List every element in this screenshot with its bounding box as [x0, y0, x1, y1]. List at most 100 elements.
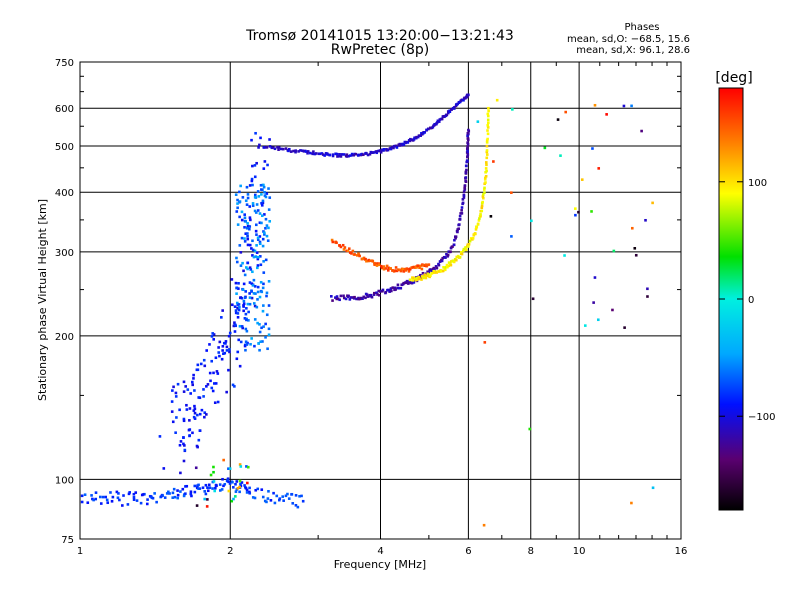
- data-point: [412, 138, 416, 141]
- data-point: [258, 242, 262, 246]
- data-point: [338, 298, 341, 302]
- data-point: [265, 224, 269, 227]
- data-point: [262, 183, 265, 187]
- data-point: [427, 273, 430, 276]
- data-point: [222, 352, 225, 356]
- data-point: [483, 176, 487, 180]
- data-point: [225, 390, 228, 394]
- data-point: [223, 482, 227, 486]
- data-point: [234, 490, 238, 493]
- data-point: [253, 344, 256, 348]
- data-point: [237, 282, 240, 285]
- data-point: [256, 236, 260, 240]
- data-point: [255, 251, 259, 254]
- data-point: [411, 279, 415, 282]
- data-point: [300, 494, 303, 498]
- data-point: [228, 482, 232, 485]
- data-point: [197, 396, 201, 399]
- data-point: [362, 256, 366, 260]
- data-point: [208, 486, 212, 490]
- data-point: [421, 271, 425, 275]
- data-point: [193, 411, 197, 415]
- data-point: [314, 152, 318, 155]
- data-point: [253, 496, 257, 500]
- data-point: [245, 488, 249, 492]
- data-point: [247, 310, 250, 314]
- data-point: [377, 263, 381, 267]
- data-point: [199, 362, 203, 366]
- data-point: [192, 409, 196, 412]
- data-point: [378, 290, 382, 293]
- data-point: [351, 249, 355, 253]
- data-point: [211, 332, 215, 335]
- data-point: [178, 408, 181, 412]
- data-point: [237, 338, 241, 342]
- data-point: [196, 363, 200, 367]
- y-tick-label: 400: [55, 188, 74, 199]
- data-point: [238, 324, 242, 328]
- data-point: [364, 257, 367, 261]
- data-point: [335, 152, 339, 156]
- data-point: [400, 144, 403, 147]
- data-point: [165, 492, 169, 495]
- data-point: [248, 292, 251, 295]
- data-point: [135, 499, 139, 502]
- data-point: [485, 144, 489, 148]
- data-point: [465, 95, 469, 98]
- data-point: [253, 304, 257, 308]
- data-point: [386, 148, 390, 152]
- data-point: [253, 249, 257, 253]
- data-point: [254, 229, 258, 233]
- data-point: [266, 497, 270, 500]
- data-point: [388, 290, 391, 293]
- data-point: [337, 154, 341, 158]
- data-point: [214, 486, 217, 490]
- data-point: [240, 236, 244, 240]
- data-point: [227, 480, 230, 484]
- data-point: [389, 267, 392, 270]
- data-point: [243, 273, 247, 277]
- data-point: [246, 267, 249, 271]
- data-point: [313, 152, 317, 156]
- data-point: [196, 445, 199, 449]
- data-point: [448, 110, 452, 114]
- data-point: [335, 241, 338, 245]
- x-tick-label: 6: [465, 546, 471, 557]
- data-point: [584, 324, 587, 327]
- data-point: [454, 236, 457, 240]
- data-point: [186, 388, 190, 391]
- data-point: [462, 194, 466, 197]
- data-point: [239, 296, 243, 299]
- data-point: [260, 204, 264, 207]
- data-point: [435, 266, 439, 270]
- data-point: [485, 153, 489, 156]
- data-point: [301, 499, 305, 503]
- data-point: [472, 233, 476, 237]
- data-point: [235, 480, 239, 483]
- data-point: [436, 270, 440, 273]
- data-point: [263, 213, 266, 216]
- data-point: [419, 134, 422, 137]
- data-point: [389, 147, 393, 151]
- data-point: [265, 294, 268, 298]
- data-point: [256, 238, 260, 241]
- data-point: [248, 302, 252, 306]
- data-point: [633, 246, 637, 250]
- data-point: [462, 196, 466, 199]
- data-point: [482, 196, 485, 200]
- data-point: [323, 154, 326, 157]
- data-point: [466, 137, 470, 140]
- data-point: [394, 269, 397, 272]
- data-point: [193, 407, 197, 411]
- data-point: [346, 249, 350, 253]
- data-point: [294, 150, 297, 154]
- data-point: [132, 498, 136, 501]
- data-point: [262, 185, 266, 189]
- data-point: [348, 154, 352, 157]
- data-point: [267, 489, 270, 493]
- data-point: [420, 267, 424, 271]
- data-point: [479, 214, 482, 218]
- data-point: [385, 264, 389, 268]
- data-point: [222, 484, 225, 488]
- data-point: [265, 145, 269, 149]
